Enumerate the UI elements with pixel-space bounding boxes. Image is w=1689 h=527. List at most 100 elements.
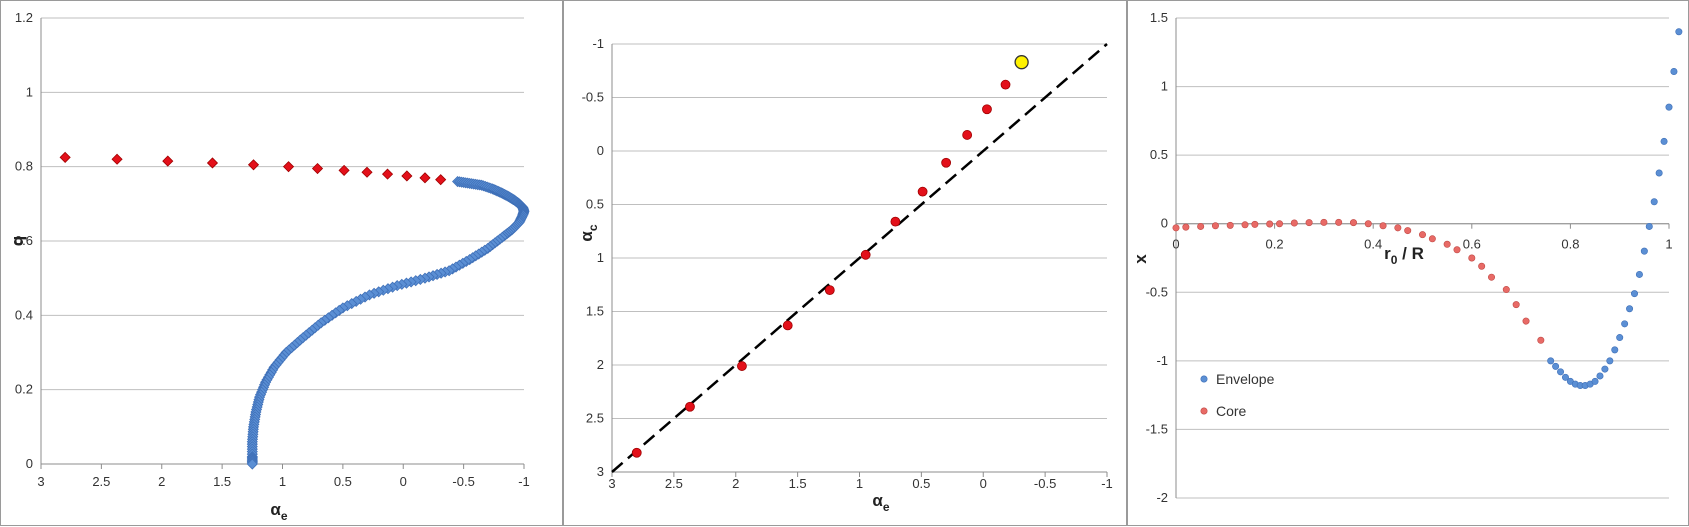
data-point-core <box>1522 317 1530 325</box>
data-point-yellow <box>1014 55 1029 70</box>
x-tick-label: -0.5 <box>1034 476 1056 491</box>
reference-line-dashed <box>611 43 1108 473</box>
legend-marker <box>1200 375 1208 383</box>
data-point-core <box>1478 262 1486 270</box>
data-point-core <box>1276 220 1284 228</box>
y-tick-label: 1 <box>26 84 33 99</box>
data-point-core <box>1251 220 1259 228</box>
x-tick-label: 3 <box>608 476 615 491</box>
data-point-core <box>1266 220 1274 228</box>
x-tick-label: 2 <box>158 474 165 489</box>
data-point-core <box>1197 222 1205 230</box>
x-tick-label: 0.6 <box>1463 237 1481 252</box>
data-point-red <box>282 161 295 173</box>
data-point-core <box>1226 221 1234 229</box>
data-point-core <box>1320 218 1328 226</box>
data-point-red <box>59 151 71 163</box>
y-tick-label: 0.2 <box>15 382 33 397</box>
x-tick-label: -0.5 <box>452 474 474 489</box>
data-point-red <box>381 168 394 180</box>
data-point-envelope <box>1675 28 1683 36</box>
chart-panel-x-vs-r0-over-r: 1.5 1 0.5 0 -0.5 -1 -1.5 -2 0 0.2 0.4 0.6 0.8 1 r0 / R… <box>1127 0 1689 526</box>
data-point-red <box>782 320 793 331</box>
data-point-core <box>1211 222 1219 230</box>
chart-3-svg: 1.5 1 0.5 0 -0.5 -1 -1.5 -2 0 0.2 0.4 0.6 0.8 1 r0 / R… <box>1131 10 1683 505</box>
data-point-core <box>1512 301 1520 309</box>
data-point-envelope <box>1606 357 1614 365</box>
y-tick-label: 2.5 <box>586 411 604 426</box>
y-tick-label: -2 <box>1156 490 1168 505</box>
data-point-envelope <box>1650 198 1658 206</box>
y-tick-label: 3 <box>597 464 604 479</box>
x-tick-label: 0.8 <box>1561 237 1579 252</box>
data-point-red <box>162 155 174 167</box>
x-tick-label: 2.5 <box>92 474 110 489</box>
y-tick-label: -0.5 <box>582 90 604 105</box>
data-point-red <box>890 216 901 227</box>
y-tick-label: -1 <box>1156 353 1168 368</box>
y-axis-title: q <box>8 236 27 246</box>
data-point-core <box>1428 235 1436 243</box>
data-point-envelope <box>1596 372 1604 380</box>
x-axis-title: r0 / R <box>1384 244 1424 267</box>
y-tick-label: -0.5 <box>1146 284 1168 299</box>
y-tick-label: 0 <box>1161 216 1168 231</box>
x-tick-label: 0.2 <box>1266 237 1284 252</box>
data-point-red <box>824 285 835 296</box>
data-point-envelope <box>1660 137 1668 145</box>
y-tick-label: 0.4 <box>15 307 33 322</box>
y-tick-label: 1.5 <box>1150 10 1168 25</box>
data-point-core <box>1418 231 1426 239</box>
data-point-red <box>111 153 123 165</box>
data-point-envelope <box>1561 373 1569 381</box>
data-point-envelope <box>1591 377 1599 385</box>
data-point-core <box>1364 220 1372 228</box>
y-axis-title: αc <box>577 224 600 241</box>
data-point-envelope <box>1621 320 1629 328</box>
x-tick-label: 3 <box>37 474 44 489</box>
data-point-core <box>1182 223 1190 231</box>
y-tick-label: 0.6 <box>15 233 33 248</box>
x-tick-label: 0 <box>1172 237 1179 252</box>
data-point-core <box>1468 254 1476 262</box>
legend-label: Core <box>1216 403 1247 419</box>
x-tick-label: 0.5 <box>334 474 352 489</box>
data-point-envelope <box>1611 346 1619 354</box>
data-point-red <box>206 157 219 169</box>
y-axis-title: x <box>1131 254 1150 264</box>
data-point-red <box>1000 79 1011 90</box>
data-point-envelope <box>1552 362 1560 370</box>
y-tick-label: 0 <box>597 143 604 158</box>
data-point-core <box>1404 227 1412 235</box>
data-point-red <box>311 162 324 175</box>
data-point-envelope <box>1655 169 1663 177</box>
x-tick-label: 1.5 <box>789 476 807 491</box>
data-point-core <box>1453 246 1461 254</box>
data-point-envelope <box>1640 247 1648 255</box>
x-tick-label: 0.4 <box>1364 237 1382 252</box>
data-point-envelope <box>1557 368 1565 376</box>
data-point-red <box>361 166 373 178</box>
data-point-red <box>737 361 747 371</box>
data-point-blue <box>246 458 258 470</box>
data-point-envelope <box>1645 222 1653 230</box>
y-tick-label: 0.8 <box>15 159 33 174</box>
chart-panel-alpha-c-vs-alpha-e: -1 -0.5 0 0.5 1 1.5 2 2.5 3 3 2.5 2 1.5 1 0.5 0 -0.5 -1 αe… <box>563 0 1127 526</box>
data-point-red <box>419 172 431 184</box>
x-tick-label: 0 <box>400 474 407 489</box>
y-tick-label: 1 <box>1161 79 1168 94</box>
chart-2-svg: -1 -0.5 0 0.5 1 1.5 2 2.5 33 2.5 2 1.5 1 0.5 0 -0.5 -1 αe… <box>577 36 1113 514</box>
data-point-envelope <box>1635 270 1643 278</box>
data-point-core <box>1335 218 1343 226</box>
data-point-red <box>917 186 928 197</box>
data-point-envelope <box>1665 103 1673 111</box>
x-tick-label: 0 <box>980 476 987 491</box>
data-point-core <box>1502 286 1510 294</box>
chart-1-svg: 0 0.2 0.4 0.6 0.8 1 1.2 3 2.5 2 1.5 1 0.5 0 -0.5 -1 αe q <box>8 10 530 523</box>
data-point-core <box>1394 224 1402 232</box>
data-point-envelope <box>1616 334 1624 342</box>
x-axis-title: αe <box>270 500 287 523</box>
data-point-red <box>338 164 350 176</box>
data-point-core <box>1241 221 1249 229</box>
y-tick-label: 2 <box>597 357 604 372</box>
